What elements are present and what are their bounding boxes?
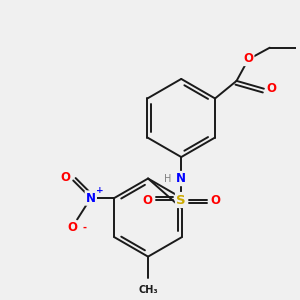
Text: S: S [176,194,186,206]
Text: N: N [176,172,186,185]
Text: O: O [142,194,152,206]
Text: +: + [96,186,104,195]
Text: O: O [210,194,220,206]
Text: N: N [86,192,96,205]
Text: CH₃: CH₃ [138,285,158,295]
Text: -: - [83,222,87,232]
Text: H: H [164,173,171,184]
Text: O: O [267,82,277,95]
Text: O: O [243,52,253,65]
Text: O: O [60,171,70,184]
Text: O: O [67,221,77,234]
